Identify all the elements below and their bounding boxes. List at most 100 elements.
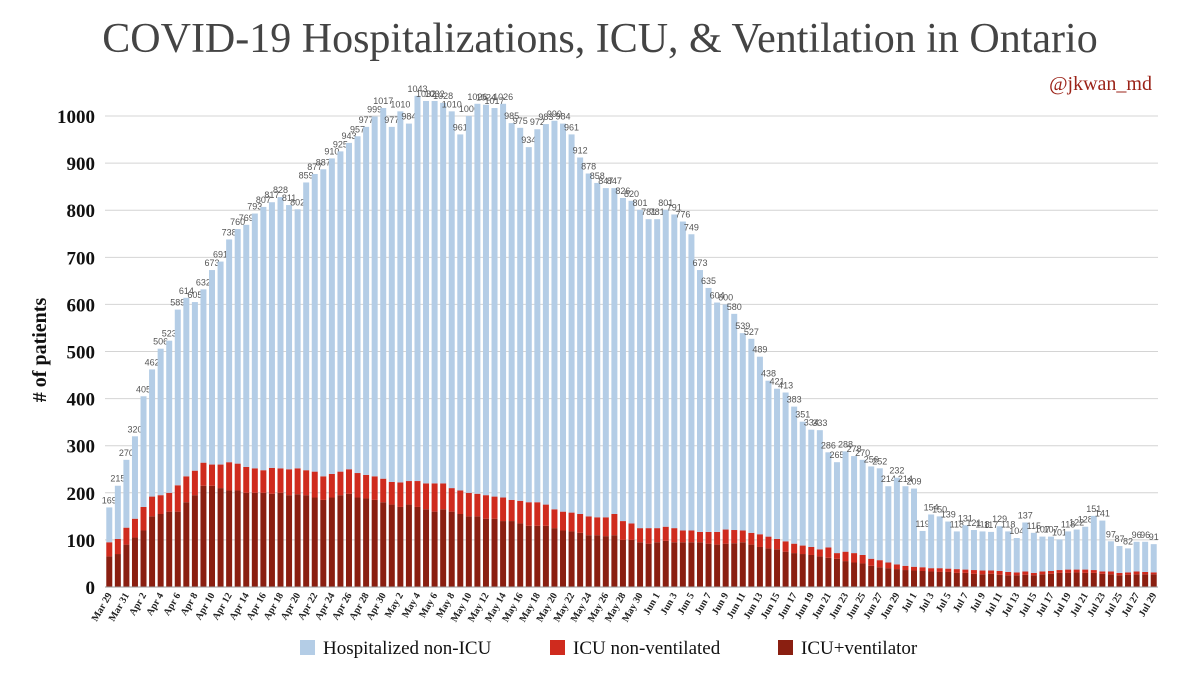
- bar-segment: [560, 530, 567, 587]
- bar-segment: [440, 102, 447, 484]
- bar-total-label: 1032: [425, 89, 445, 99]
- bar-total-label: 632: [196, 277, 211, 287]
- bar-segment: [226, 490, 233, 587]
- bar-segment: [782, 392, 789, 542]
- bar-segment: [577, 514, 584, 533]
- bar-segment: [585, 516, 592, 536]
- bar-segment: [919, 567, 926, 571]
- bar-segment: [868, 565, 875, 587]
- bar-segment: [474, 516, 481, 587]
- bar-total-label: 117: [984, 520, 998, 530]
- y-tick-label: 700: [67, 248, 96, 269]
- bar-segment: [423, 509, 430, 587]
- bar-segment: [1090, 570, 1097, 573]
- bar-segment: [1005, 531, 1012, 572]
- bar-segment: [474, 103, 481, 494]
- bar-total-label: 1026: [467, 92, 487, 102]
- legend-swatch: [550, 640, 565, 655]
- bar-segment: [217, 464, 224, 489]
- bar-segment: [174, 485, 181, 512]
- bar-total-label: 776: [675, 210, 690, 220]
- bar-segment: [209, 485, 216, 587]
- chart-title: COVID-19 Hospitalizations, ICU, & Ventil…: [102, 16, 1097, 62]
- bar-segment: [851, 562, 858, 587]
- bar-segment: [679, 221, 686, 531]
- bar-total-label: 910: [324, 146, 339, 156]
- bar-segment: [1073, 529, 1080, 570]
- bar-total-label: 811: [282, 193, 296, 203]
- bar-segment: [397, 506, 404, 587]
- bar-segment: [1039, 574, 1046, 587]
- bar-segment: [970, 570, 977, 574]
- bar-segment: [842, 561, 849, 587]
- bar-segment: [294, 468, 301, 495]
- bar-segment: [962, 569, 969, 573]
- bar-segment: [868, 558, 875, 566]
- bar-segment: [919, 570, 926, 587]
- bar-segment: [953, 531, 960, 570]
- bar-segment: [209, 270, 216, 465]
- bar-segment: [1073, 572, 1080, 587]
- bar-total-label: 413: [778, 380, 793, 390]
- bar-segment: [679, 530, 686, 543]
- bar-segment: [1125, 548, 1132, 573]
- bar-total-label: 131: [958, 513, 973, 523]
- bar-total-label: 877: [307, 162, 322, 172]
- bar-total-label: 154: [924, 502, 939, 512]
- x-tick-label: Jul 5: [934, 591, 954, 615]
- bar-segment: [217, 261, 224, 465]
- bar-segment: [303, 495, 310, 587]
- bar-segment: [645, 528, 652, 544]
- bar-total-label: 673: [692, 258, 707, 268]
- bar-segment: [414, 481, 421, 507]
- bar-segment: [928, 568, 935, 572]
- bar-segment: [936, 571, 943, 587]
- bar-segment: [560, 511, 567, 531]
- bar-segment: [448, 111, 455, 489]
- bar-total-label: 523: [162, 329, 177, 339]
- bar-segment: [226, 239, 233, 463]
- bar-segment: [1150, 574, 1157, 587]
- bar-segment: [585, 535, 592, 587]
- bar-total-label: 781: [641, 207, 656, 217]
- bar-segment: [268, 202, 275, 468]
- bar-total-label: 139: [941, 510, 956, 520]
- bar-segment: [337, 495, 344, 587]
- bar-segment: [1142, 541, 1149, 572]
- bar-segment: [945, 568, 952, 572]
- bar-segment: [354, 497, 361, 587]
- bar-segment: [842, 451, 849, 552]
- bar-segment: [286, 495, 293, 587]
- bar-total-label: 214: [898, 474, 913, 484]
- bar-total-label: 320: [127, 424, 142, 434]
- bar-segment: [876, 468, 883, 561]
- bar-total-label: 270: [119, 448, 134, 458]
- bar-total-label: 141: [1095, 509, 1110, 519]
- bar-segment: [637, 209, 644, 529]
- bar-segment: [731, 313, 738, 531]
- bar-total-label: 151: [1086, 504, 1101, 514]
- bar-segment: [970, 573, 977, 587]
- bar-segment: [542, 504, 549, 526]
- bar-segment: [405, 481, 412, 505]
- bar-total-label: 691: [213, 250, 228, 260]
- bar-segment: [131, 436, 138, 519]
- bar-segment: [1090, 515, 1097, 571]
- bar-segment: [1116, 546, 1123, 573]
- bar-segment: [1142, 574, 1149, 587]
- bar-segment: [354, 136, 361, 474]
- bar-segment: [945, 521, 952, 569]
- bar-segment: [594, 517, 601, 536]
- y-tick-label: 0: [86, 578, 96, 599]
- bar-segment: [911, 570, 918, 587]
- bar-segment: [611, 514, 618, 536]
- bar-total-label: 1024: [476, 93, 496, 103]
- bar-segment: [1133, 541, 1140, 572]
- bar-segment: [123, 527, 130, 545]
- bar-total-label: 887: [316, 157, 331, 167]
- bar-segment: [234, 490, 241, 587]
- bar-segment: [405, 504, 412, 587]
- bar-segment: [1107, 574, 1114, 587]
- bar-segment: [645, 219, 652, 529]
